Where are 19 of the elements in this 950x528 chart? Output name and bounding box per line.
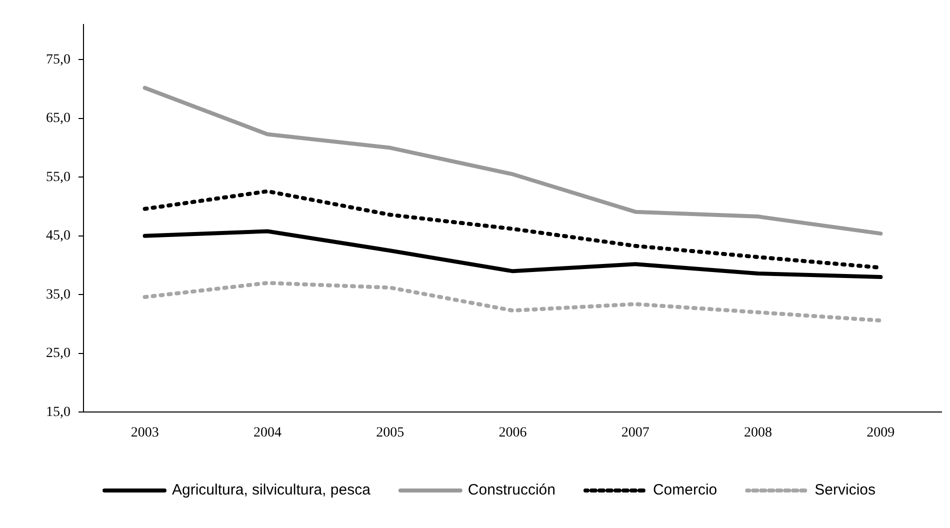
y-tick-label: 55,0 <box>46 170 70 185</box>
y-tick-label: 35,0 <box>46 287 70 302</box>
x-tick-label: 2008 <box>744 425 772 440</box>
line-series <box>142 280 883 323</box>
y-tick-label: 45,0 <box>46 228 70 244</box>
x-tick-label: 2005 <box>376 425 404 440</box>
x-tick-label: 2004 <box>253 425 282 440</box>
y-tick-label: 75,0 <box>46 52 70 68</box>
x-tick-label: 2003 <box>130 425 159 440</box>
legend-label: Comercio <box>652 482 718 499</box>
x-tick-label: 2007 <box>621 425 650 440</box>
y-tick-label: 15,0 <box>46 404 70 420</box>
legend-label: Construcción <box>468 482 556 499</box>
x-tick-label: 2009 <box>866 425 895 440</box>
y-tick-label: 25,0 <box>46 346 70 362</box>
legend-label: Servicios <box>814 482 876 499</box>
legend-label: Agricultura, silvicultura, pesca <box>172 482 372 499</box>
x-tick-label: 2006 <box>498 425 527 440</box>
y-tick-label: 65,0 <box>46 111 70 126</box>
